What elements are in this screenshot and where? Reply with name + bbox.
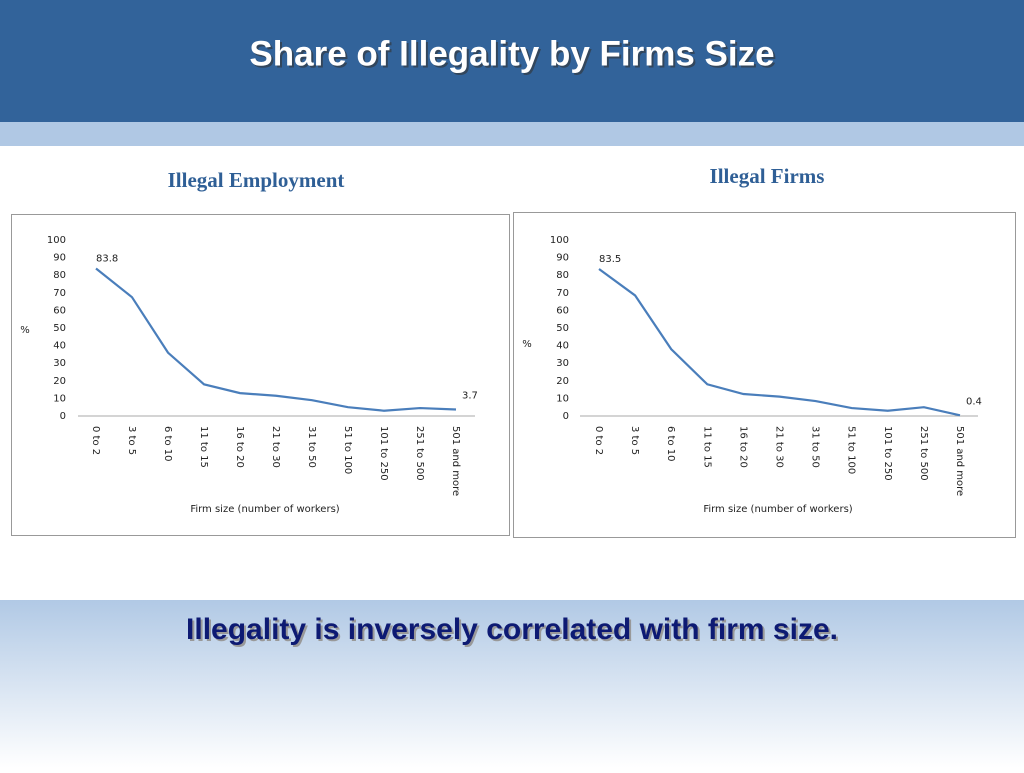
x-tick-label: 51 to 100 <box>846 426 857 474</box>
x-tick-label: 251 to 500 <box>414 426 425 481</box>
x-tick-label: 31 to 50 <box>306 426 317 468</box>
x-tick-label: 0 to 2 <box>593 426 604 455</box>
x-tick-label: 11 to 15 <box>198 426 209 468</box>
y-tick-label: 30 <box>556 358 569 369</box>
x-tick-label: 51 to 100 <box>342 426 353 474</box>
y-tick-label: 80 <box>556 270 569 281</box>
y-tick-label: 70 <box>556 288 569 299</box>
chart-title: Illegal Firms <box>710 164 825 188</box>
y-tick-label: 60 <box>556 305 569 316</box>
y-tick-label: 20 <box>556 376 569 387</box>
y-axis-label: % <box>522 339 532 350</box>
y-tick-label: 100 <box>550 235 569 246</box>
x-axis-label: Firm size (number of workers) <box>190 504 339 515</box>
title-shadow: Share of Illegality by Firms Size <box>251 36 776 75</box>
x-tick-label: 501 and more <box>954 426 965 496</box>
y-tick-label: 40 <box>556 341 569 352</box>
x-tick-label: 21 to 30 <box>774 426 785 468</box>
x-tick-label: 3 to 5 <box>629 426 640 455</box>
y-axis-label: % <box>20 325 30 336</box>
chart-frame <box>11 214 510 536</box>
y-tick-label: 0 <box>563 411 569 422</box>
y-tick-label: 0 <box>60 411 66 422</box>
x-tick-label: 6 to 10 <box>162 426 173 461</box>
x-tick-label: 3 to 5 <box>126 426 137 455</box>
x-tick-label: 16 to 20 <box>737 426 748 468</box>
x-tick-label: 501 and more <box>450 426 461 496</box>
data-label: 83.5 <box>599 254 621 265</box>
data-line <box>95 267 457 412</box>
x-axis-label: Firm size (number of workers) <box>703 504 852 515</box>
y-tick-label: 100 <box>47 235 66 246</box>
x-tick-label: 11 to 15 <box>701 426 712 468</box>
data-label: 3.7 <box>462 390 478 401</box>
conclusion: Illegality is inversely correlated with … <box>186 613 838 646</box>
x-tick-label: 0 to 2 <box>90 426 101 455</box>
data-label: 0.4 <box>966 396 982 407</box>
y-tick-label: 20 <box>53 376 66 387</box>
y-tick-label: 10 <box>556 393 569 404</box>
y-tick-label: 80 <box>53 270 66 281</box>
y-tick-label: 90 <box>556 253 569 264</box>
x-tick-label: 21 to 30 <box>270 426 281 468</box>
data-line <box>598 268 961 417</box>
data-label: 83.8 <box>96 254 118 265</box>
y-tick-label: 60 <box>53 305 66 316</box>
x-tick-label: 101 to 250 <box>882 426 893 481</box>
x-tick-label: 101 to 250 <box>378 426 389 481</box>
x-tick-label: 6 to 10 <box>665 426 676 461</box>
header-band <box>0 0 1024 122</box>
y-tick-label: 50 <box>556 323 569 334</box>
header-stripe <box>0 122 1024 146</box>
y-tick-label: 70 <box>53 288 66 299</box>
conclusion-shadow: Illegality is inversely correlated with … <box>188 615 840 648</box>
chart-frame <box>513 212 1016 538</box>
footer-band <box>0 600 1024 768</box>
x-tick-label: 251 to 500 <box>918 426 929 481</box>
chart-title: Illegal Employment <box>168 168 345 192</box>
x-tick-label: 31 to 50 <box>810 426 821 468</box>
x-tick-label: 16 to 20 <box>234 426 245 468</box>
y-tick-label: 90 <box>53 253 66 264</box>
slide-title: Share of Illegality by Firms Size <box>249 34 774 73</box>
y-tick-label: 10 <box>53 393 66 404</box>
y-tick-label: 40 <box>53 341 66 352</box>
y-tick-label: 30 <box>53 358 66 369</box>
y-tick-label: 50 <box>53 323 66 334</box>
